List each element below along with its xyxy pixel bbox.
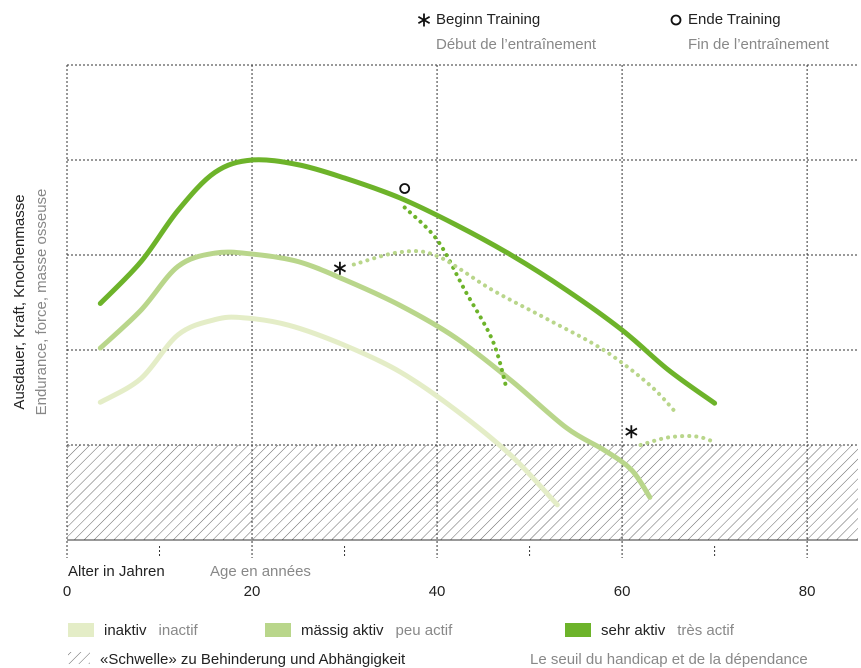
legend-label: inaktiv [104, 622, 147, 639]
threshold-label: «Schwelle» zu Behinderung und Abhängigke… [100, 651, 406, 668]
series-line [97, 157, 718, 406]
legend-label: sehr aktiv [601, 622, 666, 639]
legend-label-fr: Fin de l’entraînement [688, 36, 830, 53]
x-tick-label: 20 [244, 583, 261, 600]
x-tick-label: 60 [614, 583, 631, 600]
x-label: Alter in Jahren [68, 563, 165, 580]
series-line [97, 314, 560, 508]
x-label-fr: Age en années [210, 563, 311, 580]
threshold-label-fr: Le seuil du handicap et de la dépendance [530, 651, 808, 668]
legend-label-fr: peu actif [396, 622, 454, 639]
legend-label: mässig aktiv [301, 622, 384, 639]
marker-star [333, 261, 346, 275]
x-tick-label: 0 [63, 583, 71, 600]
series-line [97, 249, 653, 500]
legend-label: Beginn Training [436, 11, 540, 28]
training-line [638, 434, 717, 447]
x-tick-label: 80 [799, 583, 816, 600]
threshold-legend-swatch [68, 652, 90, 664]
training-line [402, 205, 509, 390]
marker-circle [670, 14, 682, 26]
y-label-fr: Endurance, force, masse osseuse [33, 189, 50, 416]
legend-label-fr: inactif [159, 622, 199, 639]
legend-label-fr: très actif [677, 622, 735, 639]
training-line [351, 249, 680, 417]
marker-star [417, 13, 431, 27]
threshold-area [67, 445, 858, 540]
legend-swatch [68, 623, 94, 637]
legend-swatch [265, 623, 291, 637]
legend-label: Ende Training [688, 11, 781, 28]
y-label: Ausdauer, Kraft, Knochenmasse [11, 194, 28, 409]
marker-star [625, 425, 638, 439]
legend-swatch [565, 623, 591, 637]
legend-label-fr: Début de l’entraînement [436, 36, 597, 53]
x-tick-label: 40 [429, 583, 446, 600]
marker-circle [399, 183, 411, 194]
